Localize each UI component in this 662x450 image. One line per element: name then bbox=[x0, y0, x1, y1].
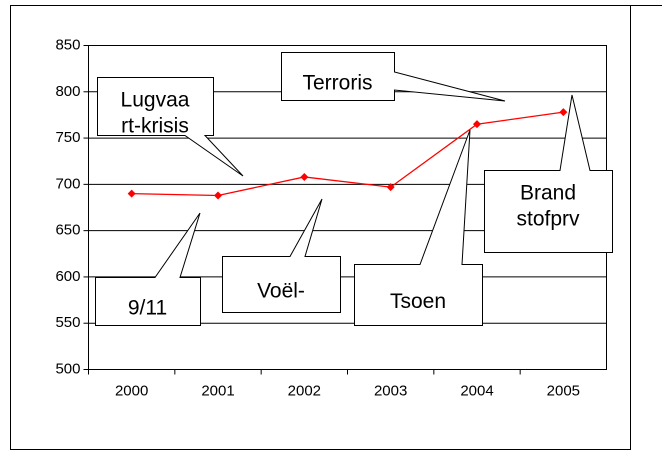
x-tick-label: 2005 bbox=[547, 382, 580, 399]
y-tick-label: 500 bbox=[55, 360, 80, 377]
annotation-text: rt-krisis bbox=[121, 115, 189, 138]
callout-shape bbox=[97, 77, 244, 177]
x-tick-label: 2004 bbox=[460, 382, 493, 399]
x-tick-label: 2001 bbox=[201, 382, 234, 399]
callout: Terroris bbox=[281, 52, 506, 102]
callout-shape bbox=[281, 52, 506, 102]
callout-text: Lugvaa rt-krisis bbox=[121, 89, 190, 138]
callout: 9/11 bbox=[95, 212, 201, 326]
annotation-text: Voël- bbox=[257, 280, 305, 303]
x-tick-label: 2000 bbox=[115, 382, 148, 399]
callout-text: Terroris bbox=[302, 72, 372, 95]
callout-text: 9/11 bbox=[128, 297, 167, 320]
callout-shape bbox=[222, 198, 341, 313]
y-tick-label: 750 bbox=[55, 129, 80, 146]
callout-text: Voël- bbox=[257, 280, 305, 303]
data-point bbox=[386, 183, 395, 192]
callout-text: Tsoen bbox=[390, 290, 446, 313]
annotation-text: Terroris bbox=[302, 72, 372, 95]
x-tick-label: 2003 bbox=[374, 382, 407, 399]
series-line bbox=[131, 111, 564, 197]
y-tick-label: 850 bbox=[55, 36, 80, 53]
annotations: Lugvaa rt-krisis Terroris Brand stofprv Tsoen… bbox=[95, 52, 613, 326]
annotation-text: Lugvaa bbox=[121, 89, 190, 112]
data-point bbox=[473, 120, 481, 129]
callout: Brand stofprv bbox=[484, 94, 613, 253]
annotation-text: stofprv bbox=[516, 208, 580, 231]
annotation-text: 9/11 bbox=[128, 297, 167, 320]
annotation-text: Brand bbox=[520, 182, 576, 205]
y-tick-label: 700 bbox=[55, 175, 80, 192]
callout: Lugvaa rt-krisis bbox=[97, 77, 244, 177]
y-tick-label: 550 bbox=[55, 314, 80, 331]
x-tick-label: 2002 bbox=[288, 382, 321, 399]
callout-shape bbox=[95, 212, 201, 326]
data-point bbox=[214, 191, 222, 200]
callout: Tsoen bbox=[354, 129, 483, 326]
data-point bbox=[300, 172, 309, 181]
y-tick-label: 600 bbox=[55, 268, 80, 285]
y-tick-label: 800 bbox=[55, 83, 80, 100]
annotation-text: Tsoen bbox=[390, 290, 446, 313]
grid: 500 550 600 650 700 750 800 850 2000 2001 2002 2003… bbox=[55, 36, 607, 399]
callout-shape bbox=[484, 94, 613, 253]
data-point bbox=[127, 189, 136, 198]
callout-text: Brand stofprv bbox=[516, 182, 580, 231]
data-point bbox=[559, 108, 568, 117]
callout-shape bbox=[354, 129, 483, 326]
y-tick-label: 650 bbox=[55, 222, 80, 239]
marks bbox=[127, 108, 568, 200]
callout: Voël- bbox=[222, 198, 341, 313]
